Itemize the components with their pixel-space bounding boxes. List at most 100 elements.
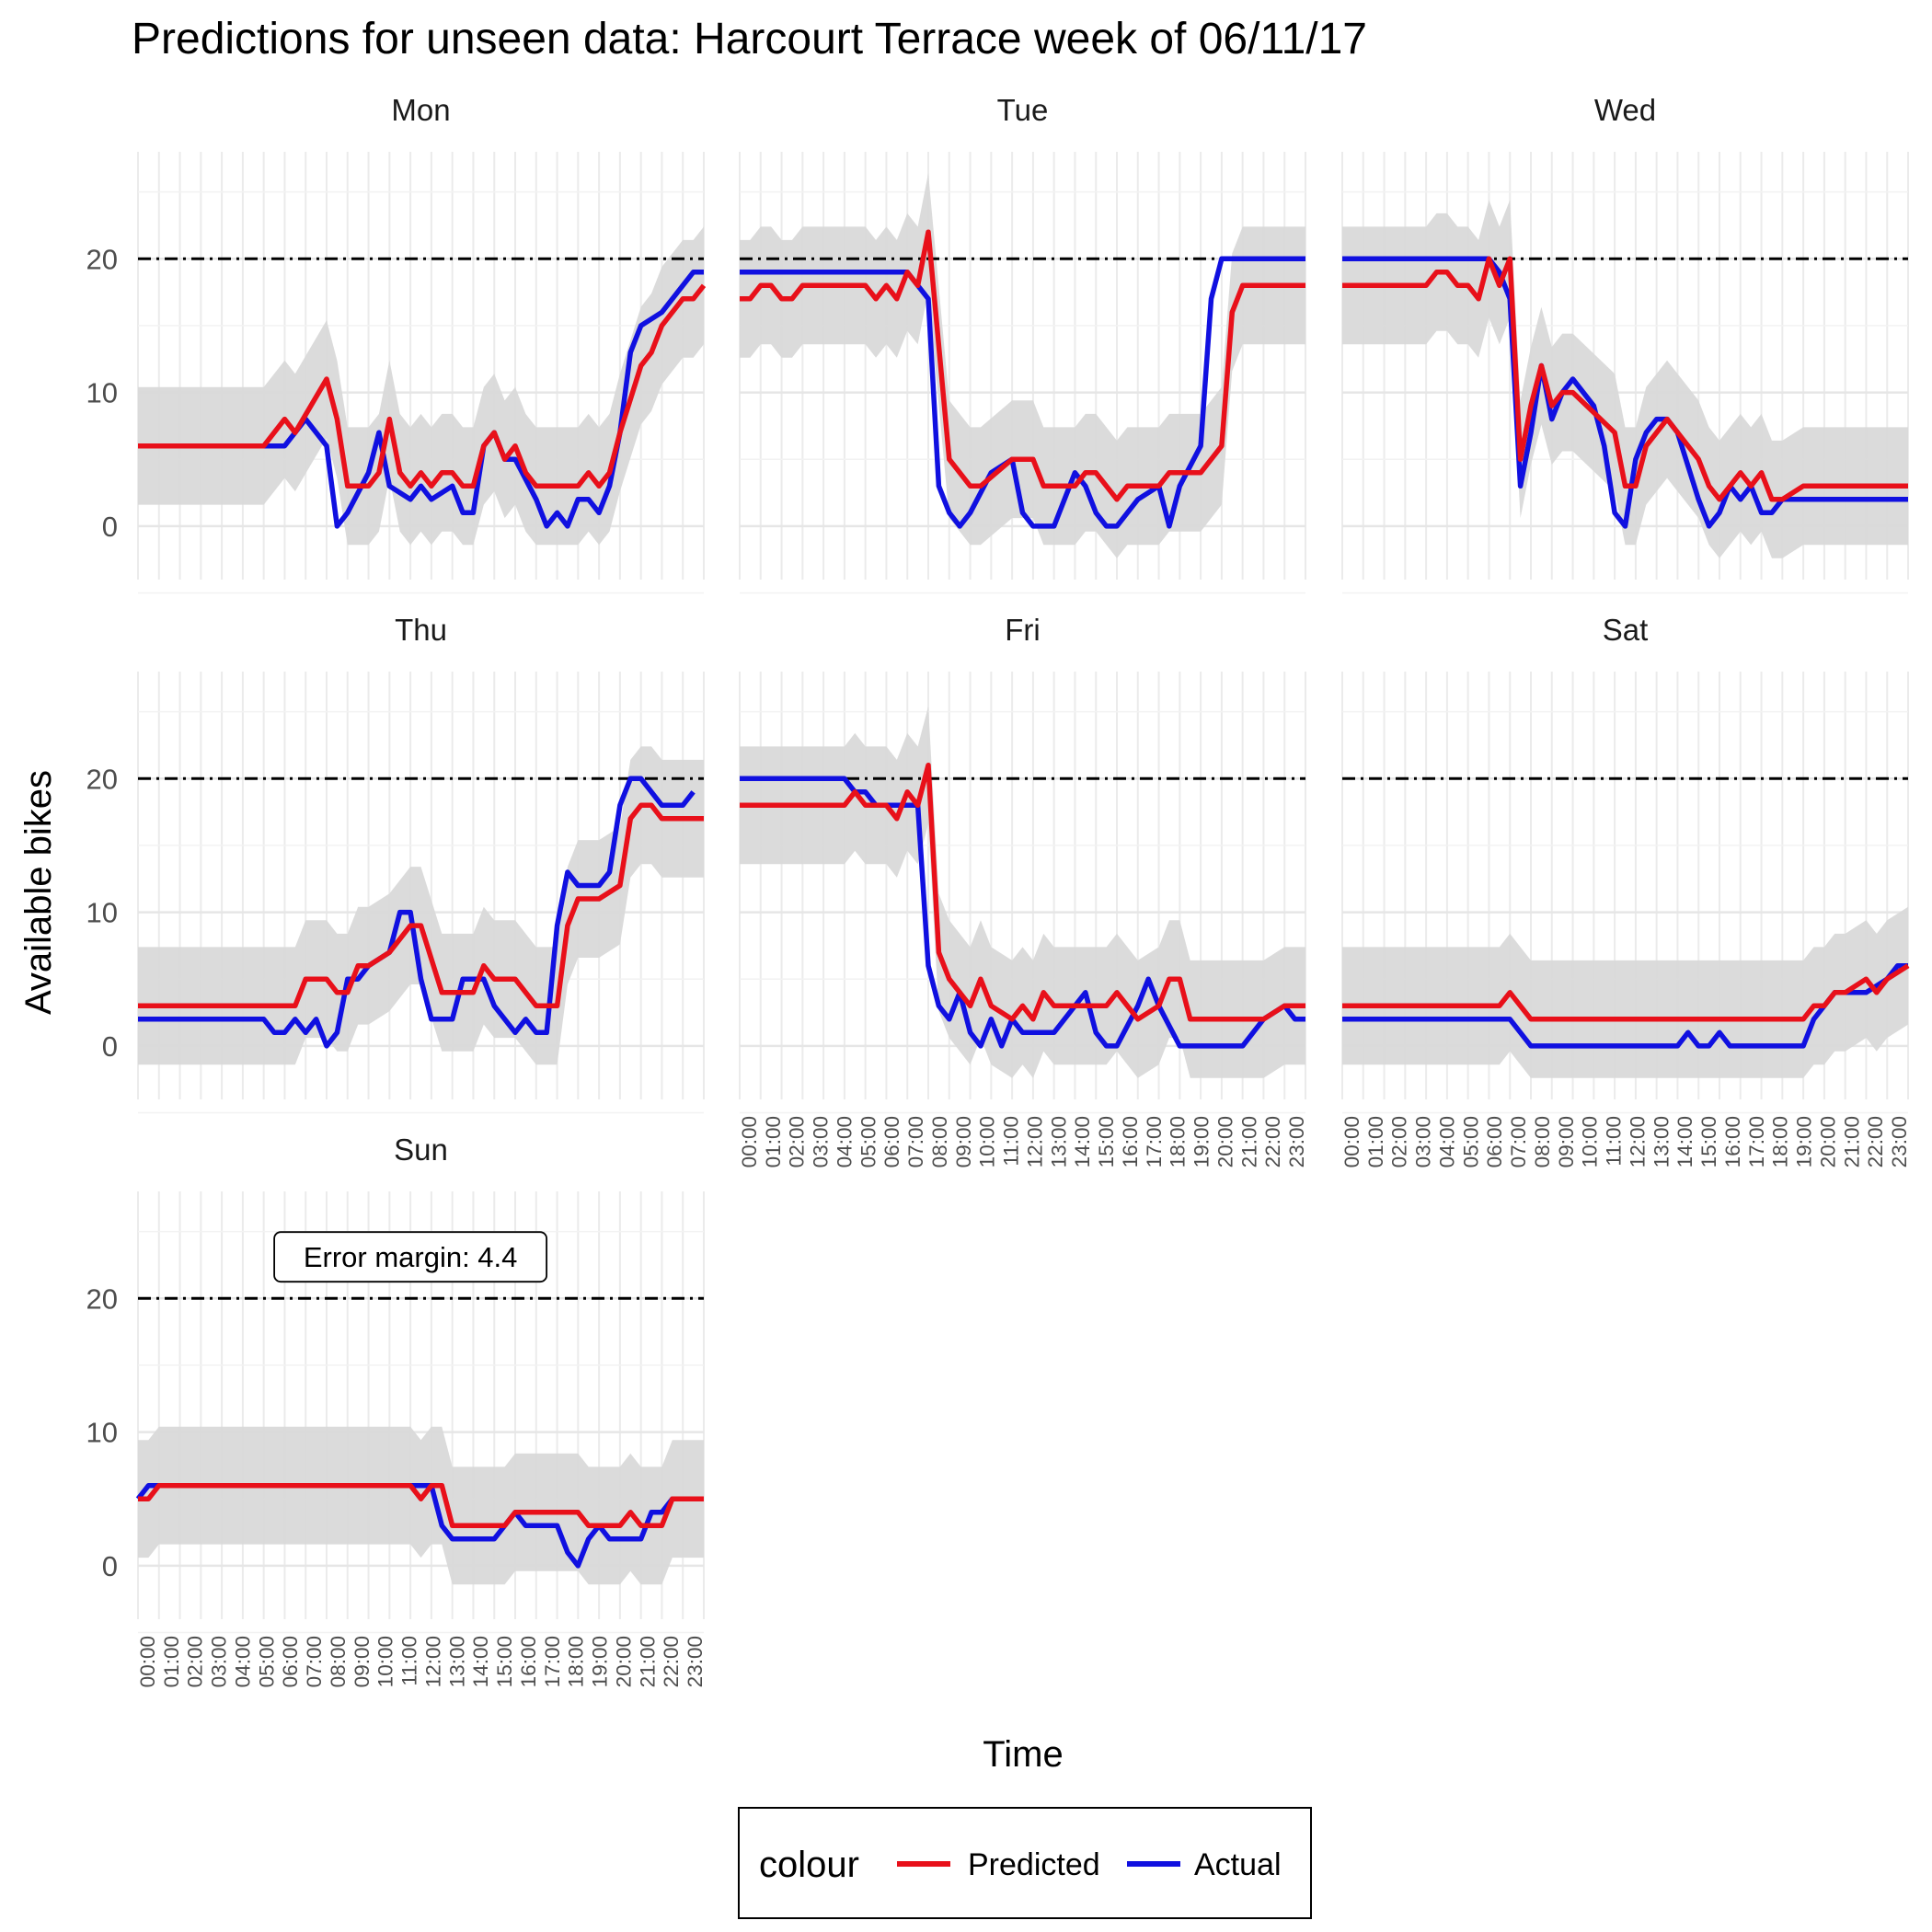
y-tick-label: 0 xyxy=(102,511,118,543)
x-tick-label: 02:00 xyxy=(1388,1116,1411,1167)
x-tick-label: 23:00 xyxy=(1888,1116,1911,1167)
series-line-predicted xyxy=(138,283,707,489)
facet-label: Sun xyxy=(394,1133,448,1167)
x-tick-label: 09:00 xyxy=(952,1116,975,1167)
facet-panel-mon: Mon 0 10 20 xyxy=(86,93,707,594)
series-line-predicted xyxy=(138,802,704,1009)
x-tick-label: 02:00 xyxy=(786,1116,809,1167)
x-tick-label: 23:00 xyxy=(684,1636,707,1687)
x-tick-label: 16:00 xyxy=(517,1636,540,1687)
x-tick-label: 16:00 xyxy=(1721,1116,1744,1167)
annotation-box xyxy=(273,1231,548,1283)
legend: colour Predicted Actual xyxy=(738,1807,1312,1919)
error-ribbon xyxy=(138,1426,704,1585)
x-tick-label: 01:00 xyxy=(762,1116,785,1167)
facet-label: Fri xyxy=(1005,613,1040,647)
error-ribbon xyxy=(1342,906,1908,1078)
x-tick-label: 01:00 xyxy=(1364,1116,1387,1167)
x-tick-label: 12:00 xyxy=(1626,1116,1649,1167)
series-line-predicted xyxy=(1342,963,1910,1022)
x-tick-label: 16:00 xyxy=(1119,1116,1142,1167)
x-tick-label: 07:00 xyxy=(1507,1116,1530,1167)
facet-panel-wed: Wed xyxy=(1341,93,1909,594)
x-tick-label: 11:00 xyxy=(1603,1116,1626,1167)
series-line-predicted xyxy=(740,762,1305,1022)
x-axis-label: Time xyxy=(983,1734,1063,1775)
x-tick-label: 14:00 xyxy=(469,1636,492,1687)
facet-panel-sat: Sat 00:00 01:00 02:00 03:00 04:00 05:00 06:00 07… xyxy=(1340,613,1911,1167)
x-tick-label: 12:00 xyxy=(421,1636,444,1687)
x-tick-label: 09:00 xyxy=(351,1636,374,1687)
x-tick-label: 17:00 xyxy=(1745,1116,1768,1167)
x-tick-label: 21:00 xyxy=(636,1636,659,1687)
y-tick-label: 10 xyxy=(86,377,118,409)
legend-label-predicted: Predicted xyxy=(968,1847,1100,1882)
y-tick-label: 10 xyxy=(86,897,118,929)
x-tick-label: 14:00 xyxy=(1673,1116,1696,1167)
facet-label: Sat xyxy=(1603,613,1649,647)
series-line-actual xyxy=(135,1482,704,1569)
x-tick-label: 04:00 xyxy=(834,1116,857,1167)
facet-panel-fri: Fri 00:00 01:00 02:00 03:00 04:00 05:00 06:00 07… xyxy=(738,613,1308,1167)
x-tick-label: 06:00 xyxy=(1483,1116,1506,1167)
x-tick-label: 21:00 xyxy=(1840,1116,1863,1167)
x-tick-label: 05:00 xyxy=(255,1636,278,1687)
x-tick-label: 20:00 xyxy=(612,1636,635,1687)
x-tick-label: 10:00 xyxy=(976,1116,999,1167)
facet-panel-thu: Thu 0 10 20 xyxy=(86,613,705,1114)
x-tick-label: 23:00 xyxy=(1285,1116,1308,1167)
legend-label-actual: Actual xyxy=(1194,1847,1282,1882)
x-tick-label: 10:00 xyxy=(1579,1116,1602,1167)
x-tick-label: 15:00 xyxy=(493,1636,516,1687)
facet-label: Mon xyxy=(391,93,450,127)
x-tick-label: 15:00 xyxy=(1095,1116,1118,1167)
x-tick-label: 08:00 xyxy=(1531,1116,1554,1167)
facet-panel-tue: Tue xyxy=(739,93,1306,594)
y-tick-label: 10 xyxy=(86,1417,118,1449)
x-tick-label: 17:00 xyxy=(541,1636,564,1687)
series-line-actual xyxy=(138,776,696,1049)
error-ribbon xyxy=(740,706,1305,1078)
x-tick-label: 19:00 xyxy=(1190,1116,1213,1167)
series-line-actual xyxy=(740,256,1305,529)
x-tick-label: 11:00 xyxy=(1000,1116,1023,1167)
x-tick-label: 18:00 xyxy=(1769,1116,1792,1167)
x-tick-label: 07:00 xyxy=(303,1636,326,1687)
x-tick-label: 00:00 xyxy=(1340,1116,1363,1167)
series-line-predicted xyxy=(740,229,1305,502)
chart-title: Predictions for unseen data: Harcourt Te… xyxy=(132,15,1367,63)
x-tick-label: 05:00 xyxy=(1459,1116,1482,1167)
error-ribbon xyxy=(740,173,1305,558)
x-tick-label: 03:00 xyxy=(1412,1116,1435,1167)
x-tick-label: 11:00 xyxy=(398,1636,421,1686)
facet-panel-sun: Sun 0 10 20 00:00 01:00 02:00 03:00 04:00 05:00 06… xyxy=(86,1133,707,1687)
y-axis-label: Available bikes xyxy=(18,770,59,1015)
annotation-text: Error margin: 4.4 xyxy=(304,1241,518,1273)
x-tick-label: 10:00 xyxy=(374,1636,397,1687)
x-tick-label: 09:00 xyxy=(1555,1116,1578,1167)
y-tick-label: 20 xyxy=(86,763,118,795)
x-tick-label: 08:00 xyxy=(928,1116,951,1167)
x-tick-label: 00:00 xyxy=(136,1636,159,1687)
x-tick-label: 02:00 xyxy=(184,1636,207,1687)
x-tick-label: 08:00 xyxy=(327,1636,350,1687)
x-tick-label: 03:00 xyxy=(810,1116,833,1167)
x-tick-label: 19:00 xyxy=(589,1636,612,1687)
facet-label: Tue xyxy=(997,93,1049,127)
x-tick-label: 06:00 xyxy=(279,1636,302,1687)
x-tick-label: 20:00 xyxy=(1213,1116,1236,1167)
x-tick-label: 05:00 xyxy=(857,1116,880,1167)
x-tick-label: 19:00 xyxy=(1793,1116,1816,1167)
x-tick-label: 22:00 xyxy=(1261,1116,1284,1167)
x-tick-label: 12:00 xyxy=(1023,1116,1046,1167)
x-tick-label: 14:00 xyxy=(1071,1116,1094,1167)
y-tick-label: 0 xyxy=(102,1550,118,1582)
x-tick-label: 22:00 xyxy=(1864,1116,1887,1167)
x-tick-label: 18:00 xyxy=(565,1636,588,1687)
series-line-actual xyxy=(1342,256,1908,529)
x-tick-label: 03:00 xyxy=(208,1636,231,1687)
series-line-predicted xyxy=(1342,256,1908,502)
x-tick-label: 04:00 xyxy=(1436,1116,1459,1167)
x-tick-label: 07:00 xyxy=(904,1116,927,1167)
x-tick-label: 18:00 xyxy=(1167,1116,1190,1167)
